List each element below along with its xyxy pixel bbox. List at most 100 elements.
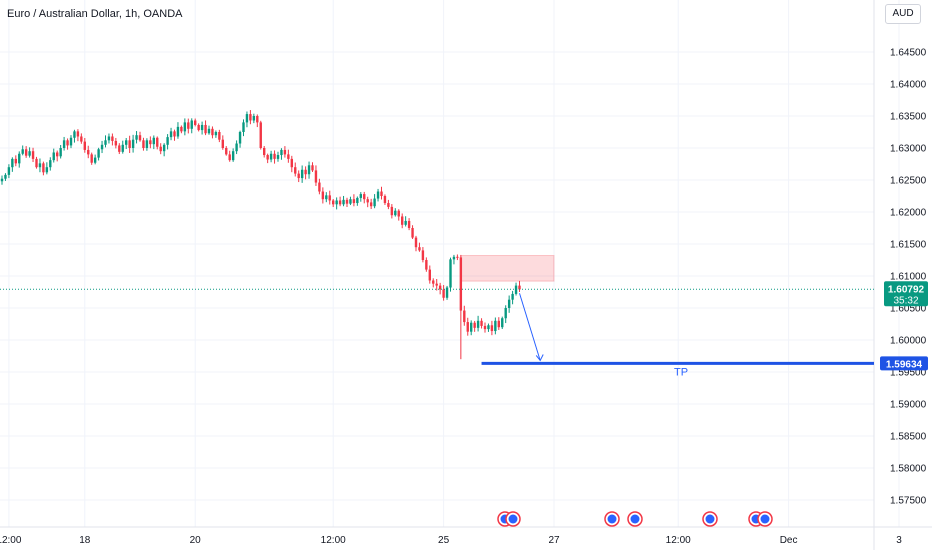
candle-body — [87, 149, 90, 155]
time-tick-label: 12:00 — [0, 535, 22, 546]
candle-body — [128, 140, 131, 148]
candle-body — [52, 152, 55, 161]
time-tick-label: 3 — [896, 535, 902, 546]
candle-body — [166, 137, 169, 145]
economic-events[interactable] — [497, 511, 773, 527]
candle-body — [159, 146, 162, 152]
candle-body — [445, 287, 449, 298]
candle-body — [518, 285, 521, 290]
candle-body — [76, 131, 80, 137]
price-tick-label: 1.63500 — [890, 112, 927, 123]
event-flag-icon[interactable] — [627, 511, 643, 527]
candle-body — [238, 132, 242, 144]
price-tick-label: 1.62000 — [890, 208, 927, 219]
candle-body — [35, 158, 38, 168]
price-axis[interactable]: 1.64500 1.64000 1.63500 1.63000 1.62500 1.620… — [880, 48, 928, 507]
event-flag — [607, 514, 617, 524]
candle-body — [100, 144, 104, 150]
candle-body — [183, 122, 187, 132]
candle-body — [504, 308, 507, 319]
candle-body — [401, 216, 404, 225]
event-flag-icon[interactable] — [702, 511, 718, 527]
candle-body — [332, 200, 335, 205]
candle-body — [135, 135, 138, 140]
tp-label: TP — [674, 366, 688, 378]
candle-body — [156, 137, 159, 147]
candle-body — [438, 285, 442, 290]
candle-body — [38, 163, 42, 168]
candle-body — [11, 158, 14, 168]
candle-body — [342, 199, 345, 205]
candle-body — [149, 140, 152, 145]
candle-body — [59, 148, 62, 157]
candle-body — [442, 289, 445, 298]
candle-body — [428, 269, 431, 281]
candle-body — [376, 191, 380, 199]
candle-body — [56, 152, 59, 157]
candle-body — [269, 153, 273, 160]
candle-body — [211, 128, 214, 136]
candle-body — [131, 139, 135, 148]
candle-body — [418, 247, 421, 251]
candle-body — [394, 210, 397, 216]
candle-body — [276, 155, 280, 159]
candle-body — [300, 169, 304, 179]
candle-body — [245, 114, 249, 123]
last-price-badge — [884, 281, 928, 307]
candle-body — [180, 126, 183, 132]
candle-body — [66, 140, 69, 146]
candle-body — [169, 131, 173, 138]
time-axis[interactable]: 12:00 18 20 12:00 25 27 12:00 Dec 3 — [0, 535, 902, 546]
candle-body — [145, 140, 149, 148]
chart-title: Euro / Australian Dollar, 1h, OANDA — [7, 8, 183, 20]
candle-body — [463, 310, 466, 323]
candle-body — [307, 165, 311, 175]
candle-body — [263, 148, 266, 156]
candle-body — [197, 124, 200, 131]
candle-body — [187, 122, 190, 129]
candle-body — [325, 195, 328, 200]
currency-button[interactable]: AUD — [885, 4, 921, 24]
candle-body — [90, 154, 93, 163]
time-tick-label: 18 — [79, 535, 91, 546]
price-tick-label: 1.64000 — [890, 80, 927, 91]
candle-body — [511, 293, 514, 300]
event-flag — [705, 514, 715, 524]
time-tick-label: 20 — [190, 535, 202, 546]
time-tick-label: 25 — [438, 535, 450, 546]
candle-body — [356, 197, 359, 204]
candle-body — [280, 149, 283, 156]
price-tick-label: 1.60000 — [890, 336, 927, 347]
event-flag-icon[interactable] — [505, 511, 521, 527]
candle-body — [111, 136, 114, 141]
candle-body — [97, 149, 100, 158]
candle-body — [152, 137, 155, 145]
price-tick-label: 1.61000 — [890, 272, 927, 283]
candle-body — [363, 194, 366, 200]
event-flag-icon[interactable] — [757, 511, 773, 527]
candle-body — [221, 139, 224, 148]
price-tick-label: 1.63000 — [890, 144, 927, 155]
candle-body — [93, 157, 97, 163]
candle-body — [373, 198, 376, 207]
event-flag — [630, 514, 640, 524]
candle-body — [104, 140, 107, 145]
price-tick-label: 1.59500 — [890, 368, 927, 379]
candle-body — [162, 144, 166, 152]
candle-body — [125, 140, 128, 145]
time-tick-label: 12:00 — [666, 535, 691, 546]
candle-body — [411, 228, 414, 238]
candle-body — [214, 132, 218, 136]
event-flag-icon[interactable] — [604, 511, 620, 527]
time-tick-label: Dec — [780, 535, 798, 546]
price-tick-label: 1.64500 — [890, 48, 927, 59]
candle-body — [452, 256, 456, 260]
overlay: TP — [0, 288, 874, 378]
price-tick-label: 1.57500 — [890, 496, 927, 507]
candle-body — [204, 124, 207, 134]
candle-body — [359, 194, 362, 198]
candle-body — [49, 160, 52, 168]
candle-body — [321, 191, 325, 200]
time-tick-label: 27 — [548, 535, 560, 546]
